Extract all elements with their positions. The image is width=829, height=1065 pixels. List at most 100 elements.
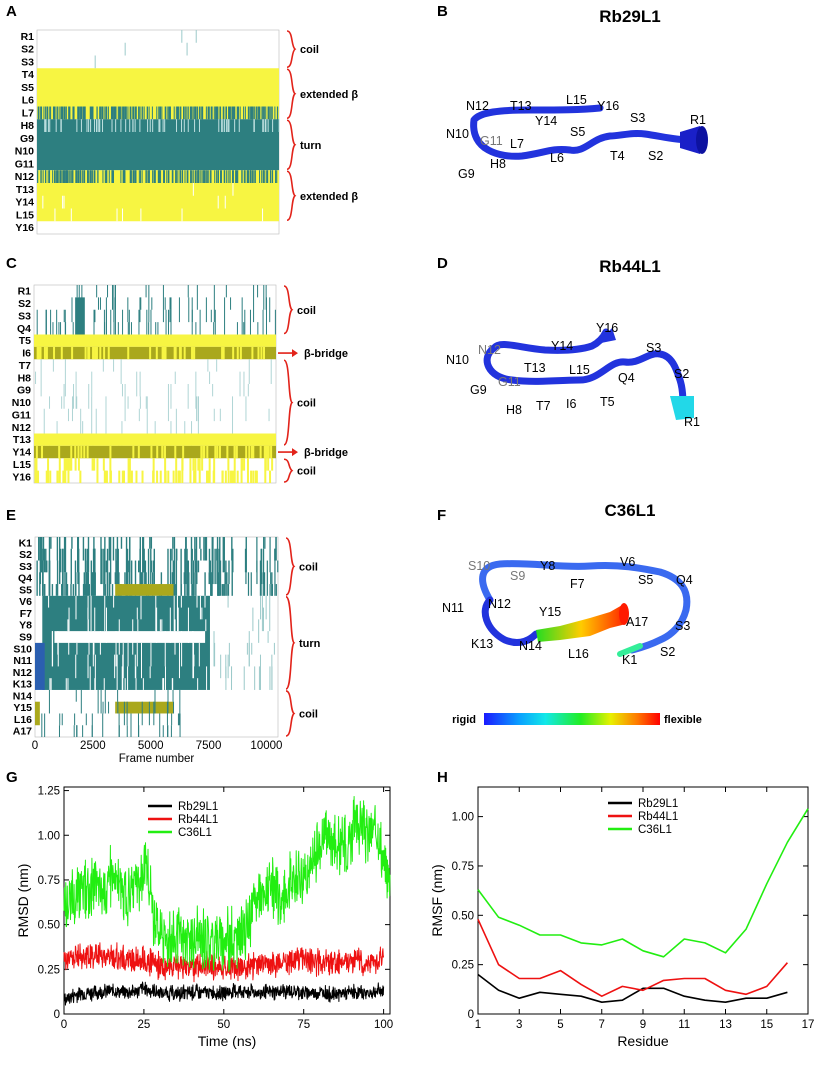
heatmap-stripe xyxy=(56,170,58,183)
heatmap-stripe xyxy=(60,106,62,120)
heatmap-stripe xyxy=(113,595,115,608)
heatmap-stripe xyxy=(187,607,189,643)
heatmap-stripe xyxy=(252,607,254,632)
heatmap-stripe xyxy=(197,170,199,183)
heatmap-stripe xyxy=(254,470,257,483)
heatmap-stripe xyxy=(225,285,227,298)
heatmap-stripe xyxy=(52,322,54,335)
heatmap-stripe xyxy=(223,170,225,183)
heatmap-stripe xyxy=(121,666,123,690)
residue-label: N12 xyxy=(488,597,511,611)
heatmap-stripe xyxy=(269,297,271,323)
heatmap-stripe xyxy=(257,285,259,298)
heatmap-stripe xyxy=(223,537,225,573)
heatmap-stripe xyxy=(196,560,198,585)
heatmap-stripe xyxy=(82,170,84,183)
heatmap-stripe xyxy=(250,572,252,596)
heatmap-stripe xyxy=(123,106,125,120)
heatmap-stripe xyxy=(270,572,272,585)
heatmap-stripe xyxy=(106,548,109,596)
heatmap-stripe xyxy=(132,119,134,132)
residue-label: Y8 xyxy=(540,559,555,573)
heatmap-stripe xyxy=(163,346,166,360)
heatmap-stripe xyxy=(164,631,166,667)
heatmap-stripe xyxy=(186,42,188,56)
heatmap-stripe xyxy=(80,689,82,714)
heatmap-stripe xyxy=(271,584,274,596)
heatmap-stripe xyxy=(111,584,114,596)
series-line-c36l1 xyxy=(63,796,391,972)
heatmap-stripe xyxy=(129,537,131,573)
y-tick-label: 0 xyxy=(54,1009,60,1021)
heatmap-stripe xyxy=(196,396,198,422)
residue-label: T7 xyxy=(536,399,551,413)
heatmap-stripe xyxy=(193,346,196,360)
heatmap-stripe xyxy=(157,170,159,183)
heatmap-stripe xyxy=(127,458,130,483)
heatmap-stripe xyxy=(104,170,106,183)
heatmap-stripe xyxy=(227,654,229,679)
heatmap-stripe xyxy=(159,713,161,737)
heatmap-stripe xyxy=(137,445,140,459)
heatmap-stripe xyxy=(163,678,165,690)
heatmap-stripe xyxy=(124,42,126,56)
heatmap-stripe xyxy=(269,106,271,120)
heatmap-stripe xyxy=(173,346,176,360)
heatmap-stripe xyxy=(234,106,236,120)
heatmap-stripe xyxy=(92,106,94,120)
annotation-bracket xyxy=(286,30,297,69)
heatmap-stripe xyxy=(89,170,91,183)
heatmap-stripe xyxy=(235,445,238,459)
heatmap-stripe xyxy=(115,631,117,667)
heatmap-stripe xyxy=(224,195,226,209)
heatmap-stripe xyxy=(188,297,190,323)
heatmap-stripe xyxy=(231,470,234,483)
heatmap-stripe xyxy=(223,584,225,596)
heatmap-stripe xyxy=(252,445,255,459)
heatmap-stripe xyxy=(63,309,65,323)
legend-label: Rb29L1 xyxy=(178,801,218,813)
heatmap-stripe xyxy=(192,458,195,471)
row-label: S2 xyxy=(18,298,31,310)
annotation-bracket xyxy=(286,68,297,120)
heatmap-stripe xyxy=(225,666,227,690)
heatmap-stripe xyxy=(94,572,96,596)
heatmap-stripe xyxy=(187,106,189,120)
heatmap-stripe xyxy=(67,619,69,632)
heatmap-stripe xyxy=(173,701,175,714)
heatmap-stripe xyxy=(245,445,248,459)
heatmap-stripe xyxy=(130,170,132,183)
heatmap-stripe xyxy=(247,170,249,183)
row-label: K13 xyxy=(13,679,32,691)
row-label: L6 xyxy=(22,95,34,107)
heatmap-stripe xyxy=(44,713,46,737)
heatmap-stripe xyxy=(248,359,250,384)
heatmap-stripe xyxy=(229,106,231,120)
panel-label-b: B xyxy=(437,3,448,20)
heatmap-stripe xyxy=(124,678,126,690)
heatmap-stripe xyxy=(79,106,81,120)
heatmap-stripe xyxy=(91,396,93,434)
heatmap-stripe xyxy=(83,572,86,596)
heatmap-stripe xyxy=(111,285,113,310)
heatmap-stripe xyxy=(136,607,138,620)
heatmap-stripe xyxy=(102,701,104,714)
residue-label: L16 xyxy=(568,647,589,661)
heatmap-stripe xyxy=(124,572,126,585)
heatmap-stripe xyxy=(120,119,122,132)
heatmap-stripe xyxy=(223,106,225,120)
annotation-arrowhead xyxy=(292,349,298,358)
heatmap-stripe xyxy=(208,170,210,183)
heatmap-stripe xyxy=(154,689,156,714)
heatmap-stripe xyxy=(203,445,206,459)
residue-label: G11 xyxy=(498,375,521,389)
structure-f-title: C36L1 xyxy=(604,501,655,520)
heatmap-stripe xyxy=(180,595,182,608)
heatmap-stripe xyxy=(195,322,197,335)
heatmap-stripe xyxy=(241,170,243,183)
heatmap-stripe xyxy=(60,322,62,335)
heatmap-stripe xyxy=(172,689,174,702)
heatmap-stripe xyxy=(237,106,239,120)
heatmap-stripe xyxy=(130,470,133,483)
